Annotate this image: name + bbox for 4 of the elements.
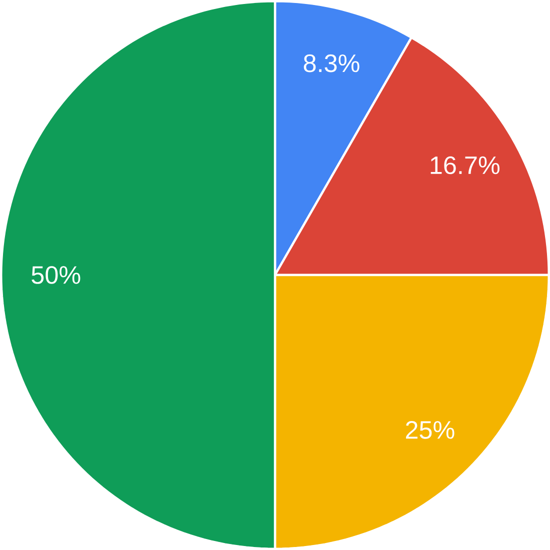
data-label: 25%	[406, 421, 454, 439]
data-label: 8.3%	[304, 54, 360, 72]
data-label: 16.7%	[430, 156, 500, 174]
data-label: 50%	[32, 266, 80, 284]
